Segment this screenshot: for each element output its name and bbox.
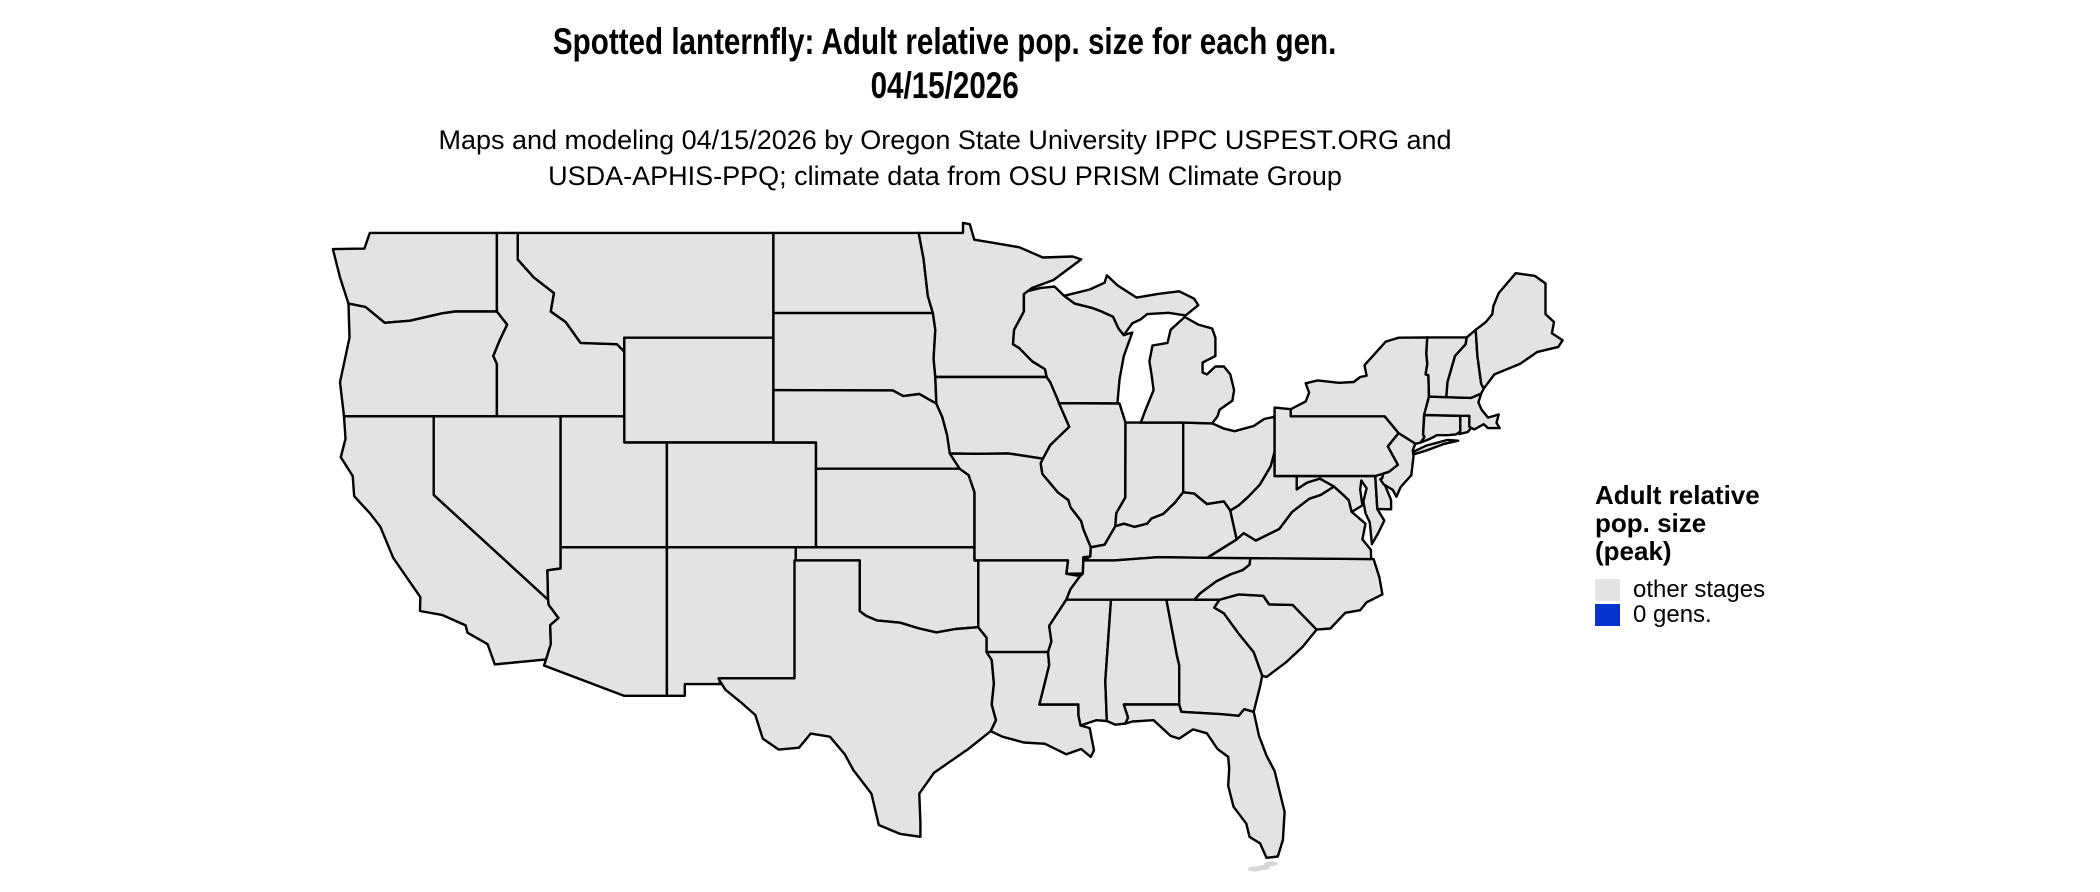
state-wy (623, 336, 775, 444)
state-nyli (1411, 438, 1460, 456)
us-states-map (331, 221, 1564, 872)
legend-item-other-stages: other stages (1595, 575, 1766, 603)
legend-title: Adult relative pop. size (peak) (1595, 480, 1760, 566)
other-stages-swatch (1595, 578, 1620, 601)
legend-label: other stages (1633, 575, 1766, 603)
state-nm (665, 546, 797, 697)
state-or (338, 302, 509, 418)
page-title: Spotted lanternfly: Adult relative pop. … (0, 20, 1890, 108)
state-nc (1193, 556, 1384, 631)
state-me (1474, 272, 1564, 390)
florida-keys (1263, 861, 1278, 867)
state-fl (1122, 703, 1286, 859)
state-pa (1273, 406, 1400, 478)
florida-keys (1256, 865, 1271, 870)
state-miup (1062, 274, 1200, 337)
state-ks (814, 467, 976, 549)
title-line-1: Spotted lanternfly: Adult relative pop. … (553, 21, 1337, 62)
map-legend: Adult relative pop. size (peak) other st… (1595, 480, 1766, 628)
state-nj (1379, 431, 1417, 498)
state-az (542, 546, 669, 697)
subtitle-line-2: USDA-APHIS-PPQ; climate data from OSU PR… (548, 161, 1342, 191)
state-co (665, 441, 818, 549)
legend-item-0-gens: 0 gens. (1595, 600, 1765, 628)
legend-items: other stages 0 gens. (1595, 575, 1766, 628)
state-mi (1139, 315, 1236, 425)
figure-subtitle: Maps and modeling 04/15/2026 by Oregon S… (0, 122, 1890, 194)
legend-label: 0 gens. (1633, 600, 1712, 628)
title-line-2: 04/15/2026 (870, 65, 1020, 106)
state-nd (772, 231, 935, 315)
state-tx (717, 559, 998, 838)
subtitle-line-1: Maps and modeling 04/15/2026 by Oregon S… (438, 125, 1452, 155)
figure-header: Spotted lanternfly: Adult relative pop. … (0, 20, 1890, 194)
state-ct (1419, 413, 1462, 444)
zero-gens-swatch (1595, 603, 1620, 626)
